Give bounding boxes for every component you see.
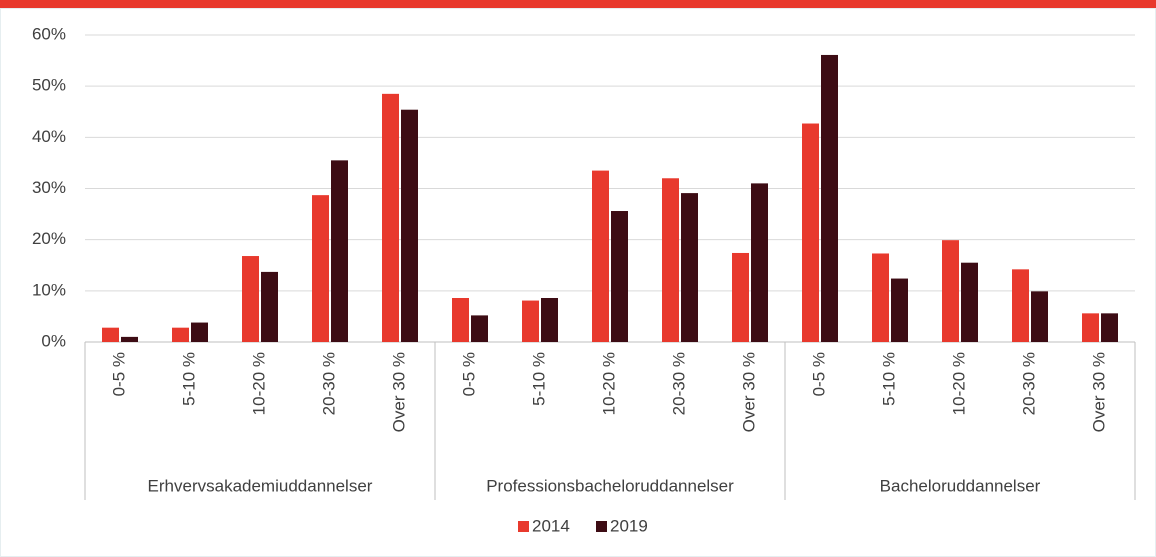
bar [1031,291,1048,342]
x-tick-label: 0-5 % [109,352,128,396]
bar [872,253,889,342]
bar [102,327,119,342]
bar [662,178,679,342]
bar [942,240,959,342]
group-label: Bacheloruddannelser [880,476,1041,495]
x-tick-label: Over 30 % [1089,352,1108,432]
bar [611,211,628,342]
bar [261,271,278,342]
legend-label: 2019 [610,516,648,535]
legend-swatch [596,521,607,532]
x-tick-label: 10-20 % [949,352,968,415]
legend-label: 2014 [532,516,570,535]
bar [751,183,768,342]
x-tick-label: 20-30 % [1019,352,1038,415]
y-tick-label: 40% [32,127,66,146]
bar [1012,269,1029,342]
x-tick-label: 0-5 % [459,352,478,396]
bar [732,252,749,342]
group-label: Erhvervsakademiuddannelser [148,476,373,495]
frame [0,8,1156,557]
y-tick-label: 30% [32,178,66,197]
x-tick-label: 5-10 % [879,352,898,406]
bar [242,256,259,342]
x-tick-label: 0-5 % [809,352,828,396]
bar [471,315,488,342]
bar [331,160,348,342]
bar [1082,313,1099,342]
top-bar [0,0,1156,8]
legend-swatch [518,521,529,532]
bar [821,54,838,343]
bar [172,327,189,342]
bar [401,109,418,342]
bar [681,193,698,342]
x-tick-label: 20-30 % [669,352,688,415]
bar [522,300,539,342]
bar [452,297,469,342]
y-tick-label: 0% [41,331,66,350]
x-tick-label: 10-20 % [249,352,268,415]
bar [891,278,908,342]
bar [121,336,138,342]
bar [592,170,609,342]
bar [191,322,208,342]
x-tick-label: 10-20 % [599,352,618,415]
x-tick-label: Over 30 % [739,352,758,432]
group-label: Professionsbacheloruddannelser [486,476,734,495]
y-tick-label: 60% [32,24,66,43]
bar [961,262,978,342]
bar [541,297,558,342]
x-tick-label: 5-10 % [179,352,198,406]
x-tick-label: 5-10 % [529,352,548,406]
bar [802,123,819,342]
y-tick-label: 50% [32,76,66,95]
y-tick-label: 20% [32,229,66,248]
bar [312,195,329,342]
x-tick-label: Over 30 % [389,352,408,432]
x-tick-label: 20-30 % [319,352,338,415]
bar [1101,313,1118,342]
y-tick-label: 10% [32,280,66,299]
bar [382,93,399,342]
